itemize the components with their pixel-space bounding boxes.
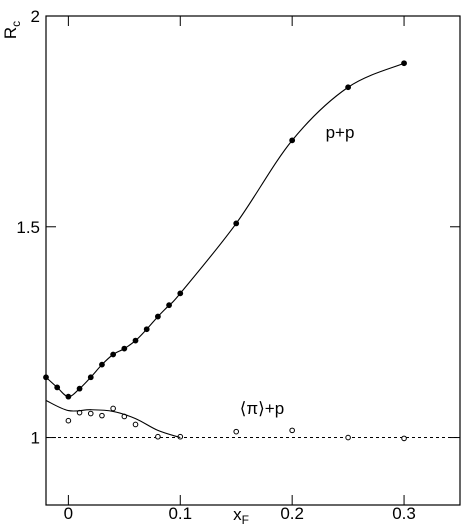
series-label: ⟨π⟩+p [240,399,284,418]
y-axis-label: Rc [1,21,23,39]
y-label-sub: c [9,21,23,27]
data-point [65,417,72,424]
data-point [110,351,117,358]
data-point [87,410,94,417]
data-point [401,435,407,442]
y-tick-label: 1 [31,429,40,448]
plot-frame [45,15,461,506]
data-point [99,361,105,368]
data-point [345,434,351,441]
data-point [99,412,105,419]
x-tick-label: 0.2 [280,504,304,523]
data-point [233,220,240,227]
data-point [143,326,150,333]
data-point [177,290,184,297]
data-point [289,137,296,144]
y-label-main: R [1,27,20,39]
data-point [154,313,161,320]
data-point [65,393,72,400]
x-label-sub: F [242,513,249,526]
data-point [233,428,240,435]
data-point [132,337,139,344]
data-point [121,345,128,352]
series-label: p+p [326,123,355,142]
data-point [155,433,161,440]
x-label-main: x [233,505,242,524]
data-point [289,427,295,434]
fit-curve [45,62,405,398]
y-tick-label: 2 [31,7,40,26]
data-point [132,421,139,428]
data-point [54,384,61,391]
data-point [76,385,83,392]
x-tick-label: 0.1 [168,504,192,523]
data-point [166,302,172,309]
x-tick-label: 0.3 [392,504,416,523]
fit-curve [45,399,181,439]
x-tick-label: 0 [64,504,73,523]
y-tick-label: 1.5 [16,218,40,237]
data-point [43,374,49,381]
data-point [401,60,407,67]
data-point [110,405,116,412]
x-axis-label: xF [233,505,249,526]
data-point [345,84,352,91]
data-point [87,374,94,381]
